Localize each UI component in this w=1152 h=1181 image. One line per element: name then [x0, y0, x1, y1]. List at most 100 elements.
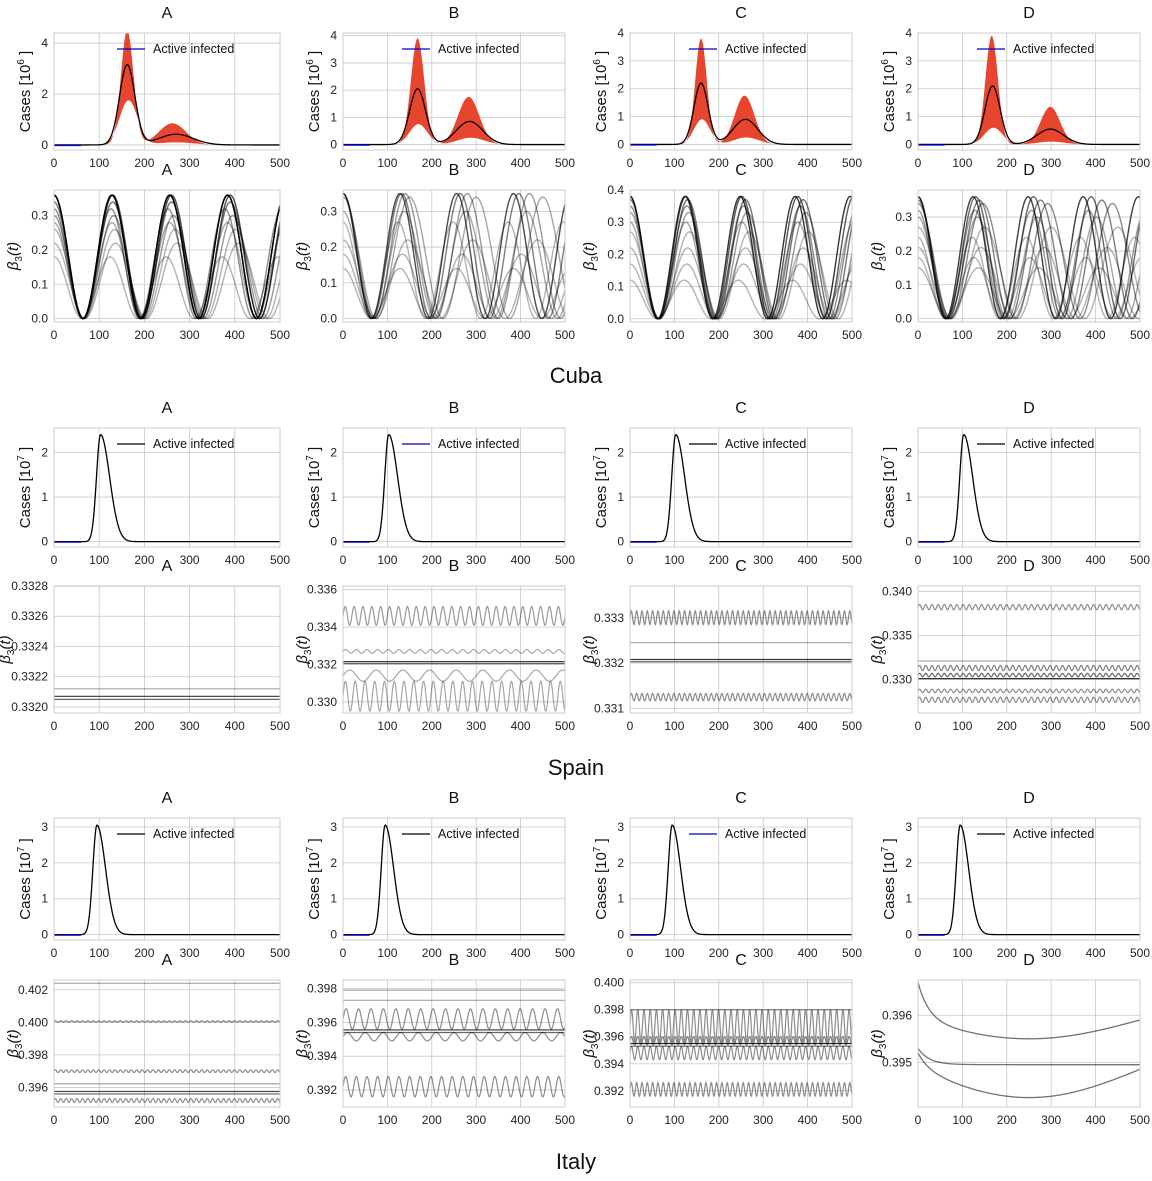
y-tick-label: 0.2: [607, 247, 624, 261]
y-tick-label: 0.332: [307, 657, 337, 671]
beta-trajectory: [343, 253, 565, 320]
x-tick-label: 500: [842, 553, 862, 567]
x-tick-label: 300: [753, 946, 773, 960]
x-tick-label: 500: [842, 719, 862, 733]
x-tick-label: 500: [842, 946, 862, 960]
chart-italy-cases-A: A 0 100 200 300 400 500 0 1 2 3 Cases [107 ] Active …: [16, 790, 290, 960]
x-tick-label: 500: [1130, 719, 1150, 733]
y-axis-label-close: ]: [17, 447, 34, 455]
plot-frame: [342, 189, 566, 323]
x-tick-label: 300: [180, 946, 200, 960]
plot-frame: [342, 817, 566, 941]
beta-trajectory: [630, 195, 852, 320]
x-tick-label: 300: [753, 719, 773, 733]
plot-area: [630, 433, 852, 543]
y-tick-label: 1: [41, 490, 48, 504]
y-axis-label: Cases [107 ]: [16, 838, 34, 919]
x-tick-label: 100: [377, 156, 397, 170]
plot-area: [630, 824, 852, 936]
y-tick-label: 0.2: [895, 244, 912, 258]
x-tick-label: 400: [1086, 553, 1106, 567]
x-tick-label: 100: [952, 719, 972, 733]
chart-italy-beta-C: C 0 100 200 300 400 500 0.392 0.394 0.396 0.398 0.4…: [581, 952, 862, 1127]
y-axis-exponent: 7: [592, 455, 603, 461]
x-tick-label: 200: [997, 719, 1017, 733]
x-tick-label: 500: [1130, 1113, 1150, 1127]
x-tick-label: 300: [1041, 553, 1061, 567]
y-tick-label: 0.340: [882, 584, 912, 598]
plot-area: [343, 433, 565, 543]
y-axis-exponent: 7: [16, 846, 27, 852]
y-axis-label: β3(t): [581, 242, 601, 271]
beta-symbol: β: [294, 261, 311, 271]
panel-title: D: [1023, 400, 1035, 417]
legend-label: Active infected: [438, 827, 519, 841]
beta-subscript: 3: [303, 1043, 314, 1049]
panel-title: C: [735, 5, 747, 22]
x-tick-label: 500: [270, 946, 290, 960]
beta-subscript: 3: [590, 1043, 601, 1049]
chart-italy-beta-A: A 0 100 200 300 400 500 0.396 0.398 0.400 0.402 β3(…: [5, 952, 290, 1127]
x-tick-label: 100: [664, 328, 684, 342]
y-tick-label: 0: [617, 137, 624, 151]
y-tick-label: 4: [41, 36, 48, 50]
beta-argument: (t): [869, 1029, 886, 1043]
beta-trajectory: [54, 201, 280, 320]
plot-frame: [629, 427, 853, 548]
y-tick-label: 0.4: [607, 183, 624, 197]
x-tick-label: 100: [89, 1113, 109, 1127]
x-tick-label: 0: [51, 719, 58, 733]
beta-trajectory: [918, 216, 1140, 320]
panel-title: A: [162, 400, 173, 417]
series-active-infected: [630, 433, 852, 543]
y-tick-label: 0.0: [31, 312, 48, 326]
y-tick-label: 1: [905, 892, 912, 906]
chart-spain-cases-B: B 0 100 200 300 400 500 0 1 2 Cases [107 ] Active i…: [305, 400, 575, 567]
panel-title: B: [449, 790, 460, 807]
beta-symbol: β: [581, 655, 598, 665]
x-tick-label: 300: [180, 553, 200, 567]
y-axis-label: Cases [107 ]: [305, 838, 323, 919]
legend-label: Active infected: [438, 437, 519, 451]
x-tick-label: 100: [89, 553, 109, 567]
y-axis-exponent: 7: [305, 455, 316, 461]
x-tick-label: 500: [270, 719, 290, 733]
x-tick-label: 100: [377, 553, 397, 567]
beta-argument: (t): [581, 242, 598, 256]
beta-trajectory: [54, 242, 280, 320]
y-tick-label: 2: [905, 446, 912, 460]
beta-trajectory: [630, 198, 852, 320]
y-axis-label-text: Cases [10: [17, 461, 34, 529]
x-tick-label: 0: [340, 328, 347, 342]
x-tick-label: 400: [798, 156, 818, 170]
y-tick-label: 0.1: [895, 278, 912, 292]
beta-trajectory: [918, 199, 1140, 320]
series-active-infected: [54, 824, 280, 936]
x-tick-label: 100: [89, 156, 109, 170]
x-tick-label: 200: [997, 156, 1017, 170]
x-tick-label: 0: [340, 1113, 347, 1127]
beta-trajectory: [630, 692, 852, 702]
beta-symbol: β: [869, 655, 886, 665]
y-axis-exponent: 7: [880, 455, 891, 461]
x-tick-label: 0: [627, 946, 634, 960]
x-tick-label: 200: [997, 946, 1017, 960]
y-axis-label-close: ]: [306, 838, 323, 846]
x-tick-label: 500: [1130, 156, 1150, 170]
beta-symbol: β: [581, 261, 598, 271]
y-tick-label: 0: [617, 535, 624, 549]
plot-frame: [917, 585, 1141, 714]
beta-trajectory: [918, 603, 1140, 611]
beta-trajectory: [918, 236, 1140, 320]
y-axis-label: β3(t): [294, 242, 314, 271]
x-tick-label: 200: [134, 719, 154, 733]
y-axis-label: β3(t): [869, 1029, 889, 1058]
x-tick-label: 400: [225, 156, 245, 170]
beta-trajectory: [918, 672, 1140, 678]
y-tick-label: 0.392: [594, 1084, 624, 1098]
y-axis-label-text: Cases [10: [881, 852, 898, 920]
y-axis-label-text: Cases [10: [306, 65, 323, 133]
y-tick-label: 0.332: [594, 656, 624, 670]
beta-trajectory: [630, 211, 852, 320]
